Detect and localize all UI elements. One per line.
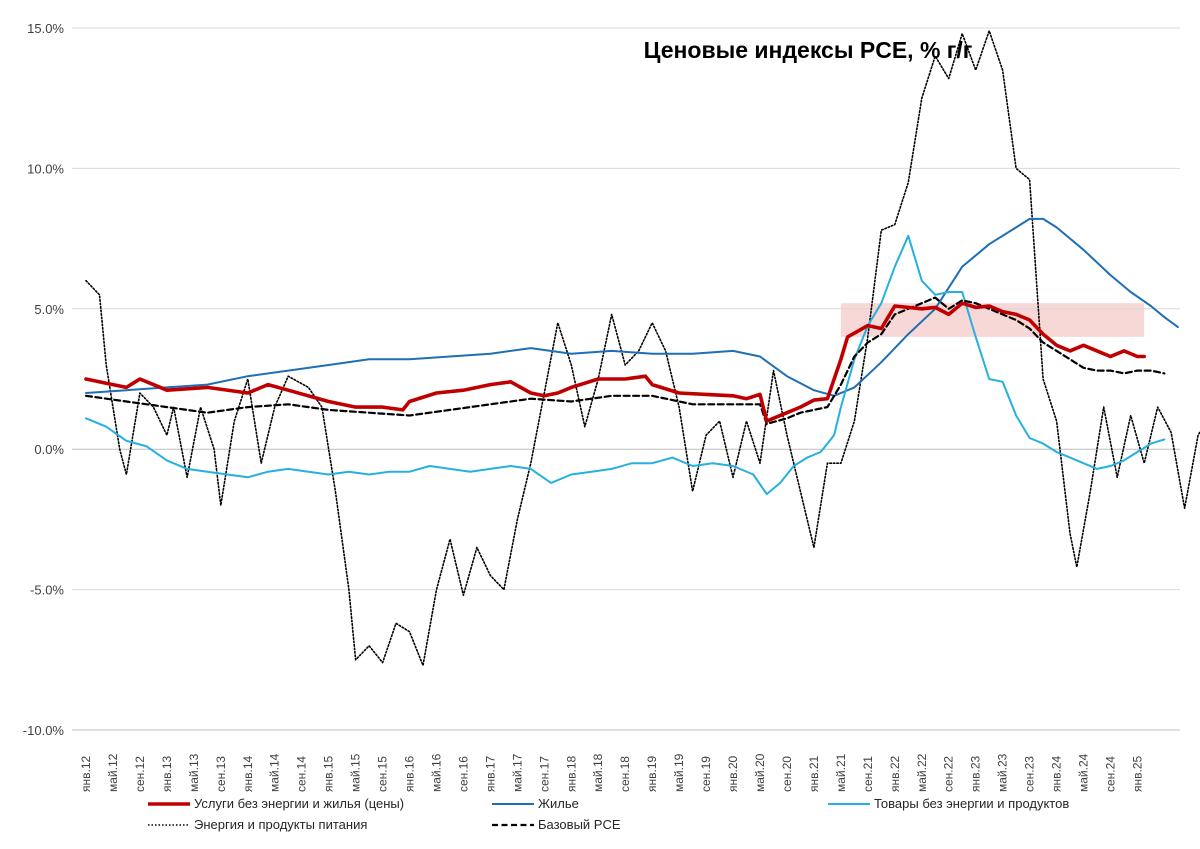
x-tick-label: май.21 bbox=[834, 753, 848, 792]
y-tick-label: -5.0% bbox=[30, 583, 64, 598]
x-tick-label: сен.23 bbox=[1023, 756, 1037, 792]
x-tick-label: май.22 bbox=[915, 753, 929, 792]
series-lines bbox=[84, 30, 1200, 667]
y-tick-label: 15.0% bbox=[27, 21, 64, 36]
x-tick-label: сен.21 bbox=[861, 756, 875, 792]
x-tick-label: май.23 bbox=[996, 753, 1010, 792]
series-line-0 bbox=[84, 301, 1146, 423]
legend-label: Услуги без энергии и жилья (цены) bbox=[194, 796, 404, 811]
x-tick-label: янв.15 bbox=[322, 755, 336, 792]
x-tick-label: сен.16 bbox=[456, 756, 470, 792]
x-tick-label: май.14 bbox=[268, 753, 282, 792]
legend-label: Энергия и продукты питания bbox=[194, 817, 367, 832]
x-tick-label: май.12 bbox=[106, 753, 120, 792]
y-tick-label: 5.0% bbox=[34, 302, 64, 317]
x-tick-label: сен.18 bbox=[618, 756, 632, 792]
x-tick-label: янв.20 bbox=[726, 755, 740, 792]
x-tick-label: янв.21 bbox=[807, 755, 821, 792]
x-tick-label: янв.12 bbox=[79, 755, 93, 792]
series-line-3 bbox=[85, 30, 1200, 667]
x-tick-label: май.15 bbox=[349, 753, 363, 792]
legend-label: Базовый PCE bbox=[538, 817, 621, 832]
x-tick-label: янв.18 bbox=[564, 755, 578, 792]
x-tick-label: янв.16 bbox=[403, 755, 417, 792]
legend-label: Товары без энергии и продуктов bbox=[874, 796, 1069, 811]
x-tick-label: сен.19 bbox=[699, 756, 713, 792]
chart-title: Ценовые индексы PCE, % г/г bbox=[644, 37, 973, 63]
x-tick-label: сен.12 bbox=[133, 756, 147, 792]
x-tick-label: янв.25 bbox=[1130, 755, 1144, 792]
x-tick-label: май.16 bbox=[429, 753, 443, 792]
series-line-1 bbox=[85, 217, 1179, 397]
x-tick-label: сен.14 bbox=[295, 756, 309, 792]
x-tick-label: сен.13 bbox=[214, 756, 228, 792]
series-line-4 bbox=[84, 296, 1166, 425]
x-tick-label: янв.14 bbox=[241, 755, 255, 792]
x-tick-label: май.17 bbox=[510, 753, 524, 792]
x-tick-label: янв.19 bbox=[645, 755, 659, 792]
x-tick-label: сен.17 bbox=[537, 756, 551, 792]
x-tick-label: май.24 bbox=[1077, 753, 1091, 792]
x-tick-label: янв.24 bbox=[1050, 755, 1064, 792]
x-tick-label: янв.17 bbox=[483, 755, 497, 792]
x-tick-label: май.20 bbox=[753, 753, 767, 792]
x-tick-label: сен.24 bbox=[1103, 756, 1117, 792]
legend: Услуги без энергии и жилья (цены) Жилье То… bbox=[148, 796, 1069, 832]
y-tick-label: 0.0% bbox=[34, 442, 64, 457]
legend-label: Жилье bbox=[538, 796, 579, 811]
y-axis: 15.0% 10.0% 5.0% 0.0% -5.0% -10.0% bbox=[23, 21, 65, 738]
x-tick-label: май.18 bbox=[591, 753, 605, 792]
x-tick-label: сен.20 bbox=[780, 756, 794, 792]
x-tick-label: сен.22 bbox=[942, 756, 956, 792]
x-axis: янв.12 май.12 сен.12 янв.13 май.13 сен.13 янв.… bbox=[72, 729, 1180, 792]
x-tick-label: май.13 bbox=[187, 753, 201, 792]
y-tick-label: -10.0% bbox=[23, 723, 65, 738]
x-tick-label: янв.13 bbox=[160, 755, 174, 792]
series-line-2 bbox=[85, 234, 1166, 496]
x-tick-label: янв.23 bbox=[969, 755, 983, 792]
y-tick-label: 10.0% bbox=[27, 161, 64, 176]
x-tick-label: май.19 bbox=[672, 753, 686, 792]
x-tick-label: сен.15 bbox=[376, 756, 390, 792]
x-tick-label: янв.22 bbox=[888, 755, 902, 792]
